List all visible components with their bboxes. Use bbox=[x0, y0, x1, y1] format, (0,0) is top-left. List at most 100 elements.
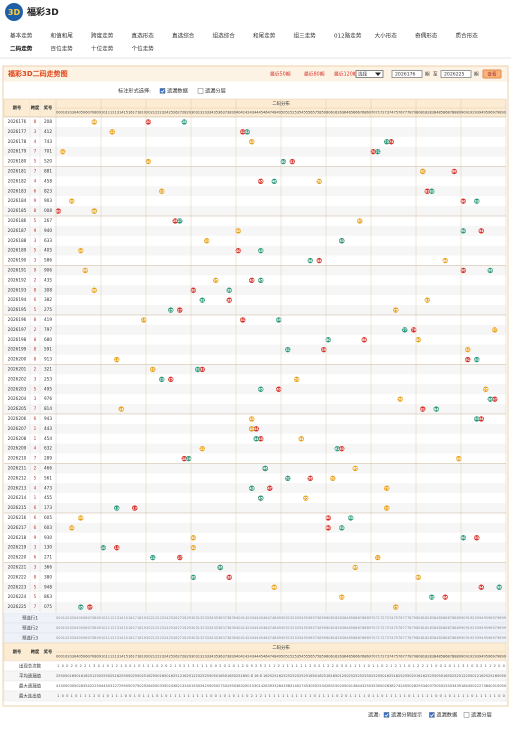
preselect-number[interactable]: 95 bbox=[484, 626, 488, 630]
preselect-number[interactable]: 80 bbox=[416, 636, 420, 640]
preselect-number[interactable]: 65 bbox=[349, 626, 353, 630]
preselect-number[interactable]: 15 bbox=[124, 636, 128, 640]
preselect-number[interactable]: 60 bbox=[326, 636, 330, 640]
preselect-number[interactable]: 40 bbox=[236, 636, 240, 640]
preselect-number[interactable]: 77 bbox=[403, 616, 407, 620]
nav-tab[interactable]: 组三走势 bbox=[294, 32, 317, 40]
preselect-number[interactable]: 32 bbox=[200, 616, 204, 620]
preselect-number[interactable]: 46 bbox=[263, 616, 267, 620]
preselect-number[interactable]: 76 bbox=[398, 636, 402, 640]
preselect-number[interactable]: 59 bbox=[322, 626, 326, 630]
nav-tab[interactable]: 跨度走势 bbox=[91, 32, 114, 40]
preselect-number[interactable]: 98 bbox=[497, 616, 501, 620]
preselect-number[interactable]: 24 bbox=[164, 636, 168, 640]
preselect-number[interactable]: 13 bbox=[115, 636, 119, 640]
preselect-number[interactable]: 69 bbox=[367, 616, 371, 620]
preselect-number[interactable]: 35 bbox=[214, 616, 218, 620]
preselect-number[interactable]: 74 bbox=[389, 626, 393, 630]
preselect-number[interactable]: 20 bbox=[146, 626, 150, 630]
preselect-number[interactable]: 60 bbox=[326, 626, 330, 630]
checkbox[interactable] bbox=[197, 88, 204, 94]
preselect-number[interactable]: 21 bbox=[151, 616, 155, 620]
preselect-number[interactable]: 89 bbox=[457, 616, 461, 620]
preselect-number[interactable]: 64 bbox=[344, 616, 348, 620]
preselect-number[interactable]: 33 bbox=[205, 616, 209, 620]
preselect-number[interactable]: 99 bbox=[502, 636, 506, 640]
preselect-number[interactable]: 71 bbox=[376, 636, 380, 640]
preselect-number[interactable]: 94 bbox=[479, 636, 483, 640]
preselect-number[interactable]: 14 bbox=[119, 616, 123, 620]
preselect-number[interactable]: 85 bbox=[439, 616, 443, 620]
preselect-number[interactable]: 97 bbox=[493, 616, 497, 620]
preselect-number[interactable]: 60 bbox=[326, 616, 330, 620]
view-button-text[interactable]: 查看 bbox=[487, 71, 497, 78]
preselect-number[interactable]: 52 bbox=[290, 626, 294, 630]
preselect-number[interactable]: 67 bbox=[358, 626, 362, 630]
preselect-number[interactable]: 68 bbox=[362, 636, 366, 640]
preselect-number[interactable]: 32 bbox=[200, 626, 204, 630]
preselect-number[interactable]: 15 bbox=[124, 626, 128, 630]
preselect-number[interactable]: 45 bbox=[259, 616, 263, 620]
preselect-number[interactable]: 56 bbox=[308, 636, 312, 640]
preselect-number[interactable]: 81 bbox=[421, 626, 425, 630]
preselect-number[interactable]: 55 bbox=[304, 626, 308, 630]
preselect-number[interactable]: 51 bbox=[286, 616, 290, 620]
preselect-number[interactable]: 57 bbox=[313, 626, 317, 630]
preselect-number[interactable]: 19 bbox=[142, 626, 146, 630]
preselect-number[interactable]: 63 bbox=[340, 626, 344, 630]
nav-tab[interactable]: 百位走势 bbox=[51, 45, 74, 53]
preselect-number[interactable]: 27 bbox=[178, 616, 182, 620]
preselect-number[interactable]: 86 bbox=[443, 626, 447, 630]
preselect-number[interactable]: 91 bbox=[466, 616, 470, 620]
preselect-number[interactable]: 90 bbox=[461, 616, 465, 620]
preselect-number[interactable]: 70 bbox=[371, 616, 375, 620]
preselect-number[interactable]: 98 bbox=[497, 636, 501, 640]
preselect-number[interactable]: 92 bbox=[470, 616, 474, 620]
preselect-number[interactable]: 41 bbox=[241, 636, 245, 640]
preselect-number[interactable]: 06 bbox=[83, 616, 87, 620]
preselect-number[interactable]: 75 bbox=[394, 636, 398, 640]
preselect-number[interactable]: 61 bbox=[331, 626, 335, 630]
preselect-number[interactable]: 42 bbox=[245, 636, 249, 640]
preselect-number[interactable]: 57 bbox=[313, 636, 317, 640]
preselect-number[interactable]: 74 bbox=[389, 616, 393, 620]
preselect-number[interactable]: 77 bbox=[403, 626, 407, 630]
preselect-number[interactable]: 50 bbox=[281, 616, 285, 620]
preselect-number[interactable]: 04 bbox=[74, 626, 78, 630]
preselect-number[interactable]: 70 bbox=[371, 626, 375, 630]
preselect-number[interactable]: 51 bbox=[286, 626, 290, 630]
preselect-number[interactable]: 51 bbox=[286, 636, 290, 640]
preselect-number[interactable]: 15 bbox=[124, 616, 128, 620]
footer-option[interactable]: 遗漏分层 bbox=[471, 711, 492, 719]
preselect-number[interactable]: 47 bbox=[268, 626, 272, 630]
footer-option[interactable]: 遗漏分隔提示 bbox=[391, 711, 422, 719]
preselect-number[interactable]: 30 bbox=[191, 626, 195, 630]
preselect-number[interactable]: 78 bbox=[407, 626, 411, 630]
preselect-number[interactable]: 16 bbox=[128, 636, 132, 640]
nav-tab[interactable]: 二码走势 bbox=[10, 45, 33, 53]
preselect-number[interactable]: 89 bbox=[457, 626, 461, 630]
preselect-number[interactable]: 23 bbox=[160, 616, 164, 620]
preselect-number[interactable]: 78 bbox=[407, 636, 411, 640]
preselect-number[interactable]: 03 bbox=[70, 636, 74, 640]
preselect-number[interactable]: 59 bbox=[322, 616, 326, 620]
preselect-number[interactable]: 63 bbox=[340, 616, 344, 620]
preselect-number[interactable]: 11 bbox=[106, 636, 110, 640]
preselect-number[interactable]: 95 bbox=[484, 616, 488, 620]
preselect-number[interactable]: 66 bbox=[353, 626, 357, 630]
preselect-number[interactable]: 92 bbox=[470, 636, 474, 640]
preselect-number[interactable]: 02 bbox=[65, 626, 69, 630]
preselect-number[interactable]: 36 bbox=[218, 616, 222, 620]
preselect-number[interactable]: 25 bbox=[169, 616, 173, 620]
preselect-number[interactable]: 93 bbox=[475, 616, 479, 620]
preselect-number[interactable]: 53 bbox=[295, 626, 299, 630]
preselect-number[interactable]: 96 bbox=[488, 636, 492, 640]
preselect-number[interactable]: 31 bbox=[196, 616, 200, 620]
option-label[interactable]: 遗漏分层 bbox=[205, 87, 226, 95]
preselect-number[interactable]: 74 bbox=[389, 636, 393, 640]
preselect-number[interactable]: 21 bbox=[151, 626, 155, 630]
preselect-number[interactable]: 84 bbox=[434, 616, 438, 620]
preselect-number[interactable]: 52 bbox=[290, 636, 294, 640]
preselect-number[interactable]: 97 bbox=[493, 636, 497, 640]
preselect-number[interactable]: 85 bbox=[439, 636, 443, 640]
